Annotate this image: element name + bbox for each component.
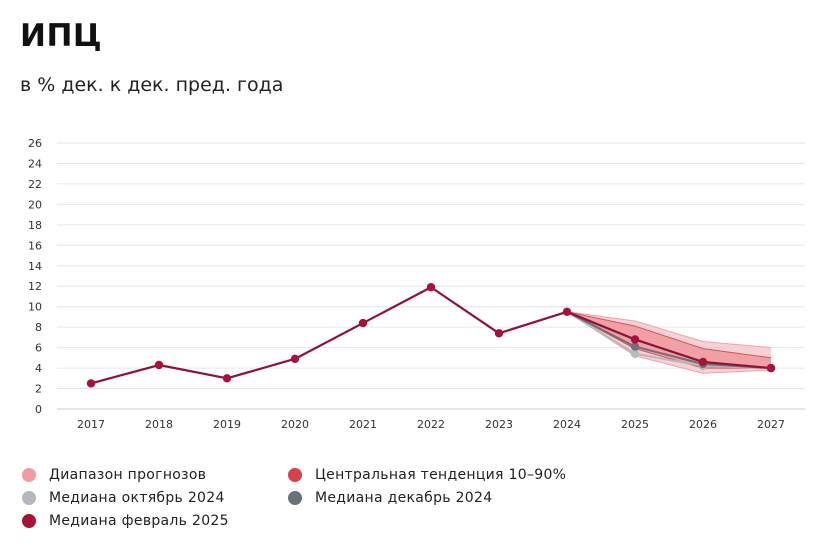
x-tick-label-2019: 2019	[213, 418, 241, 431]
series-line-feb2025	[566, 310, 772, 370]
legend-item-dec2024[interactable]: Медиана декабрь 2024	[288, 490, 492, 506]
x-tick-label-2021: 2021	[349, 418, 377, 431]
legend-dot-range	[22, 468, 36, 482]
central-tendency-band	[567, 311, 771, 369]
y-tick-label-12: 12	[28, 280, 42, 293]
x-tick-label-2027: 2027	[757, 418, 785, 431]
y-tick-label-0: 0	[35, 403, 42, 416]
x-tick-label-2018: 2018	[145, 418, 173, 431]
line-layer	[90, 286, 772, 385]
y-tick-label-14: 14	[28, 260, 42, 273]
y-tick-label-20: 20	[28, 198, 42, 211]
point-history-2023	[494, 329, 504, 338]
y-tick-label-16: 16	[28, 239, 42, 252]
x-tick-label-2017: 2017	[77, 418, 105, 431]
y-tick-label-6: 6	[35, 342, 42, 355]
point-history-2022	[426, 283, 436, 292]
point-feb2025-2027	[766, 363, 776, 373]
y-tick-label-26: 26	[28, 137, 42, 150]
x-tick-label-2025: 2025	[621, 418, 649, 431]
x-tick-label-2024: 2024	[553, 418, 581, 431]
legend-label-central: Центральная тенденция 10–90%	[315, 467, 567, 483]
legend-dot-central	[288, 468, 302, 482]
legend-item-range[interactable]: Диапазон прогнозов	[22, 467, 206, 483]
x-tick-label-2023: 2023	[485, 418, 513, 431]
x-tick-label-2026: 2026	[689, 418, 717, 431]
y-tick-label-4: 4	[35, 362, 42, 375]
history-line	[90, 286, 568, 385]
legend-label-feb2025: Медиана февраль 2025	[49, 513, 229, 529]
legend-item-central[interactable]: Центральная тенденция 10–90%	[288, 467, 566, 483]
x-tick-label-2020: 2020	[281, 418, 309, 431]
chart-subtitle: в % дек. к дек. пред. года	[20, 74, 284, 96]
legend-item-feb2025[interactable]: Медиана февраль 2025	[22, 513, 229, 529]
legend-label-range: Диапазон прогнозов	[49, 467, 207, 483]
legend-label-dec2024: Медиана декабрь 2024	[315, 490, 493, 506]
point-feb2025-2026	[698, 357, 708, 367]
chart-title: ИПЦ	[20, 18, 103, 54]
series-line-oct2024	[566, 310, 772, 370]
y-tick-label-18: 18	[28, 219, 42, 232]
forecast-range-band-upper-edge	[566, 311, 772, 349]
legend-dot-feb2025	[22, 514, 36, 528]
point-history-2020	[290, 354, 300, 364]
y-tick-label-10: 10	[28, 301, 42, 314]
dot-layer	[86, 283, 776, 388]
point-history-2017	[86, 379, 96, 388]
legend-dot-oct2024	[22, 491, 36, 505]
y-tick-label-24: 24	[28, 157, 42, 170]
point-history-2021	[358, 318, 368, 328]
legend-dot-dec2024	[288, 491, 302, 505]
band-layer	[566, 311, 772, 374]
legend-label-oct2024: Медиана октябрь 2024	[49, 490, 225, 506]
point-feb2025-2025	[630, 335, 640, 344]
y-tick-label-22: 22	[28, 178, 42, 191]
y-tick-label-2: 2	[35, 383, 42, 396]
point-dec2024-2025	[630, 342, 640, 351]
x-tick-label-2022: 2022	[417, 418, 445, 431]
point-history-2024	[562, 307, 572, 317]
point-history-2019	[222, 374, 232, 383]
y-tick-label-8: 8	[35, 321, 42, 334]
point-oct2024-2025	[630, 349, 640, 358]
central-tendency-band-upper-edge	[566, 311, 772, 359]
point-history-2018	[154, 360, 164, 370]
legend-item-oct2024[interactable]: Медиана октябрь 2024	[22, 490, 225, 506]
